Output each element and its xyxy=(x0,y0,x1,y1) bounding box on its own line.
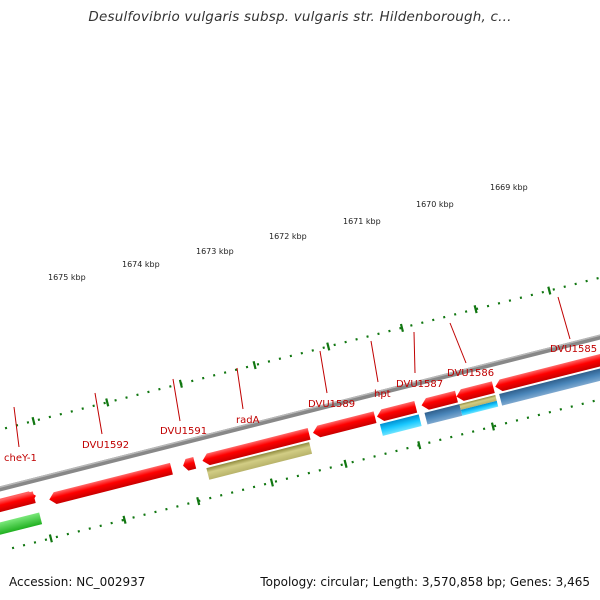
kbp-label: 1675 kbp xyxy=(48,273,86,282)
gene-label-dvu1587: DVU1587 xyxy=(396,379,443,390)
gene-label-dvu1591: DVU1591 xyxy=(160,426,207,437)
gene-arrow-dvu1586[interactable] xyxy=(455,381,495,402)
gene-label-hpt: hpt xyxy=(374,389,391,400)
gene-arrow-dvu1589[interactable] xyxy=(312,411,377,438)
accession-text: Accession: NC_002937 xyxy=(9,575,146,589)
gene-label-dvu1586: DVU1586 xyxy=(447,368,494,379)
cog-block-dvu1587[interactable] xyxy=(424,404,463,425)
cog-block-rada[interactable] xyxy=(206,442,313,480)
kbp-label: 1672 kbp xyxy=(269,232,307,241)
gene-label-dvu1592: DVU1592 xyxy=(82,440,129,451)
gene-arrow-hpt[interactable] xyxy=(376,401,418,422)
gene-arrow-dvu1591[interactable] xyxy=(182,456,197,472)
gene-track-upper xyxy=(0,333,600,517)
cog-block-chey[interactable] xyxy=(0,512,43,538)
gene-labels: cheY-1 DVU1592 DVU1591 radA DVU1589 hpt … xyxy=(4,344,597,464)
scale-ring xyxy=(0,265,600,435)
scale-labels: 1675 kbp 1674 kbp 1673 kbp 1672 kbp 1671… xyxy=(48,183,528,282)
cog-block-hpt[interactable] xyxy=(379,414,422,436)
map-title: Desulfovibrio vulgaris subsp. vulgaris s… xyxy=(88,9,512,25)
gene-arrow-dvu1587[interactable] xyxy=(420,390,458,411)
gene-label-dvu1589: DVU1589 xyxy=(308,399,355,410)
cog-block-dvu1586-b[interactable] xyxy=(460,400,499,416)
genome-backbone xyxy=(0,320,600,492)
kbp-label: 1674 kbp xyxy=(122,260,160,269)
gene-arrow-chey[interactable] xyxy=(0,491,36,517)
gene-arrow-rada[interactable] xyxy=(201,428,311,467)
kbp-label: 1670 kbp xyxy=(416,200,454,209)
kbp-label: 1669 kbp xyxy=(490,183,528,192)
gene-label-rada: radA xyxy=(236,415,260,426)
gene-label-chey: cheY-1 xyxy=(4,453,37,464)
cog-block-dvu1585[interactable] xyxy=(499,347,600,406)
cog-track xyxy=(0,347,600,538)
cog-block-dvu1586-a[interactable] xyxy=(459,395,497,410)
gene-arrow-dvu1592[interactable] xyxy=(48,462,173,506)
label-leaders xyxy=(13,296,571,448)
gene-label-dvu1585: DVU1585 xyxy=(550,344,597,355)
gene-arrow-dvu1585[interactable] xyxy=(494,333,600,393)
kbp-label: 1671 kbp xyxy=(343,217,381,226)
genome-summary-text: Topology: circular; Length: 3,570,858 bp… xyxy=(260,575,590,589)
inner-scale-ring xyxy=(11,380,600,550)
kbp-label: 1673 kbp xyxy=(196,247,234,256)
